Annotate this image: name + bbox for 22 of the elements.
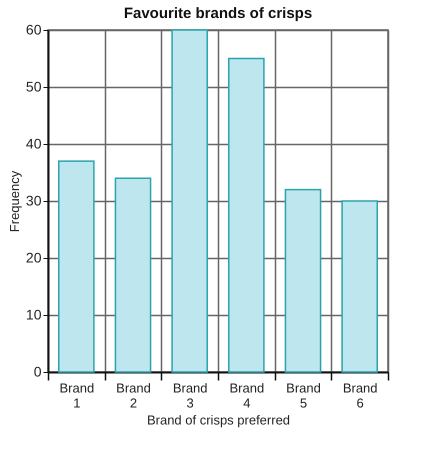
y-tick-label: 60 xyxy=(26,22,42,38)
bar xyxy=(284,188,322,373)
bar xyxy=(228,58,265,373)
y-tick-label: 10 xyxy=(26,306,42,322)
x-tick-label: Brand 3 xyxy=(172,380,208,410)
x-tick-label: Brand 1 xyxy=(59,380,94,410)
x-tick-label: Brand 5 xyxy=(286,380,321,410)
x-tick-label: Brand 4 xyxy=(229,380,264,410)
y-tick-label: 20 xyxy=(26,250,42,266)
x-axis-title: Brand of crisps preferred xyxy=(146,412,290,428)
bar xyxy=(58,160,95,373)
bar xyxy=(341,200,378,373)
bar xyxy=(171,29,208,373)
y-tick-label: 0 xyxy=(34,364,42,380)
y-tick-label: 40 xyxy=(26,136,42,152)
y-tick-label: 30 xyxy=(26,192,42,208)
chart-title: Favourite brands of crisps xyxy=(124,5,312,22)
y-tick-label: 50 xyxy=(26,78,42,94)
y-axis-title: Frequency xyxy=(6,170,22,232)
bar xyxy=(114,177,152,373)
x-tick-label: Brand 6 xyxy=(342,380,378,410)
x-tick-label: Brand 2 xyxy=(116,380,151,410)
